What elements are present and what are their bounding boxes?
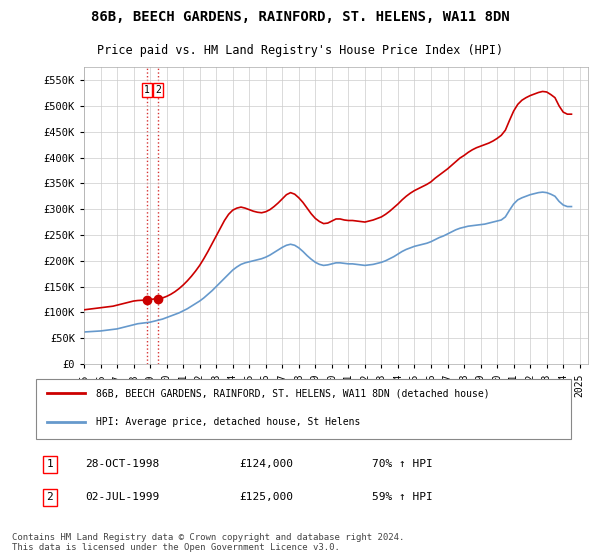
- Text: 86B, BEECH GARDENS, RAINFORD, ST. HELENS, WA11 8DN: 86B, BEECH GARDENS, RAINFORD, ST. HELENS…: [91, 10, 509, 24]
- Text: £125,000: £125,000: [240, 492, 294, 502]
- Text: 70% ↑ HPI: 70% ↑ HPI: [372, 459, 433, 469]
- Text: £124,000: £124,000: [240, 459, 294, 469]
- Text: Price paid vs. HM Land Registry's House Price Index (HPI): Price paid vs. HM Land Registry's House …: [97, 44, 503, 57]
- Text: 02-JUL-1999: 02-JUL-1999: [85, 492, 160, 502]
- Text: 28-OCT-1998: 28-OCT-1998: [85, 459, 160, 469]
- Text: Contains HM Land Registry data © Crown copyright and database right 2024.
This d: Contains HM Land Registry data © Crown c…: [12, 533, 404, 552]
- FancyBboxPatch shape: [35, 379, 571, 439]
- Text: 1: 1: [47, 459, 53, 469]
- Text: 86B, BEECH GARDENS, RAINFORD, ST. HELENS, WA11 8DN (detached house): 86B, BEECH GARDENS, RAINFORD, ST. HELENS…: [96, 388, 490, 398]
- Text: 2: 2: [47, 492, 53, 502]
- Text: 59% ↑ HPI: 59% ↑ HPI: [372, 492, 433, 502]
- Text: 2: 2: [155, 86, 161, 95]
- Text: 1: 1: [145, 86, 150, 95]
- Text: HPI: Average price, detached house, St Helens: HPI: Average price, detached house, St H…: [96, 417, 361, 427]
